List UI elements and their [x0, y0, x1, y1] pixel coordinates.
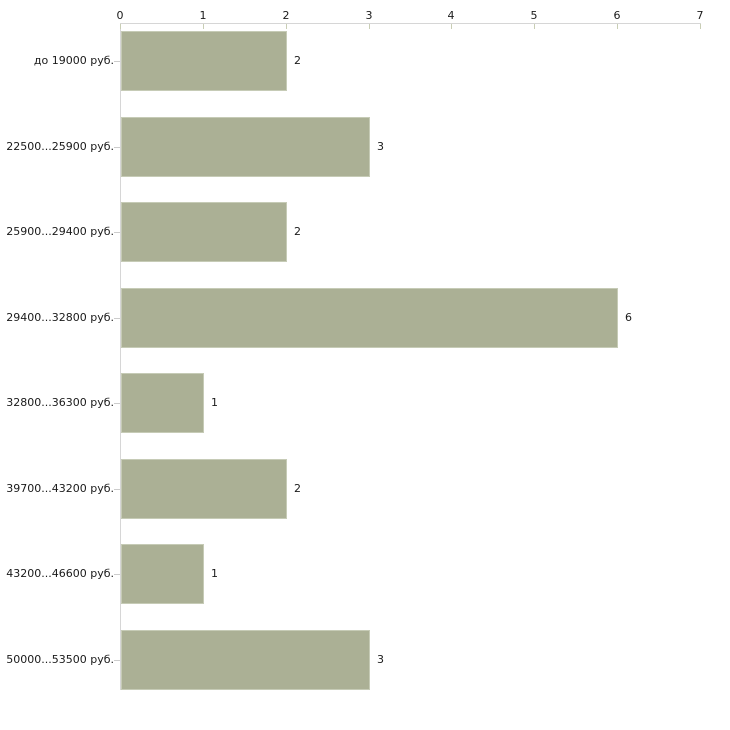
x-axis-tick-mark	[286, 24, 287, 29]
bar	[121, 288, 618, 348]
y-axis-line	[120, 23, 121, 690]
category-label: 25900...29400 руб.	[6, 225, 114, 238]
x-axis-line	[120, 23, 701, 24]
value-label: 2	[294, 54, 301, 67]
value-label: 3	[377, 653, 384, 666]
value-label: 3	[377, 140, 384, 153]
bar	[121, 630, 370, 690]
x-axis-tick-label: 3	[365, 9, 373, 22]
value-label: 2	[294, 225, 301, 238]
value-label: 1	[211, 567, 218, 580]
x-axis-tick-mark	[120, 24, 121, 29]
category-label: 29400...32800 руб.	[6, 311, 114, 324]
bar	[121, 117, 370, 177]
category-label: 32800...36300 руб.	[6, 396, 114, 409]
x-axis-tick-label: 2	[282, 9, 290, 22]
x-axis-tick-label: 7	[696, 9, 704, 22]
bar	[121, 202, 287, 262]
category-label: 22500...25900 руб.	[6, 140, 114, 153]
x-axis-tick-mark	[700, 24, 701, 29]
value-label: 2	[294, 482, 301, 495]
y-axis-tick-mark	[114, 574, 120, 575]
x-axis-tick-mark	[534, 24, 535, 29]
x-axis-tick-label: 5	[530, 9, 538, 22]
category-label: 43200...46600 руб.	[6, 567, 114, 580]
x-axis-tick-mark	[203, 24, 204, 29]
x-axis-tick-label: 6	[613, 9, 621, 22]
category-label: до 19000 руб.	[33, 54, 114, 67]
x-axis-tick-mark	[617, 24, 618, 29]
y-axis-tick-mark	[114, 660, 120, 661]
y-axis-tick-mark	[114, 489, 120, 490]
y-axis-tick-mark	[114, 403, 120, 404]
category-label: 50000...53500 руб.	[6, 653, 114, 666]
bar	[121, 459, 287, 519]
category-label: 39700...43200 руб.	[6, 482, 114, 495]
y-axis-tick-mark	[114, 147, 120, 148]
bar	[121, 373, 204, 433]
y-axis-tick-mark	[114, 61, 120, 62]
bar	[121, 544, 204, 604]
value-label: 1	[211, 396, 218, 409]
x-axis-tick-label: 4	[447, 9, 455, 22]
x-axis-tick-mark	[369, 24, 370, 29]
x-axis-tick-label: 0	[116, 9, 124, 22]
x-axis-tick-label: 1	[199, 9, 207, 22]
y-axis-tick-mark	[114, 318, 120, 319]
bar	[121, 31, 287, 91]
value-label: 6	[625, 311, 632, 324]
y-axis-tick-mark	[114, 232, 120, 233]
x-axis-tick-mark	[451, 24, 452, 29]
